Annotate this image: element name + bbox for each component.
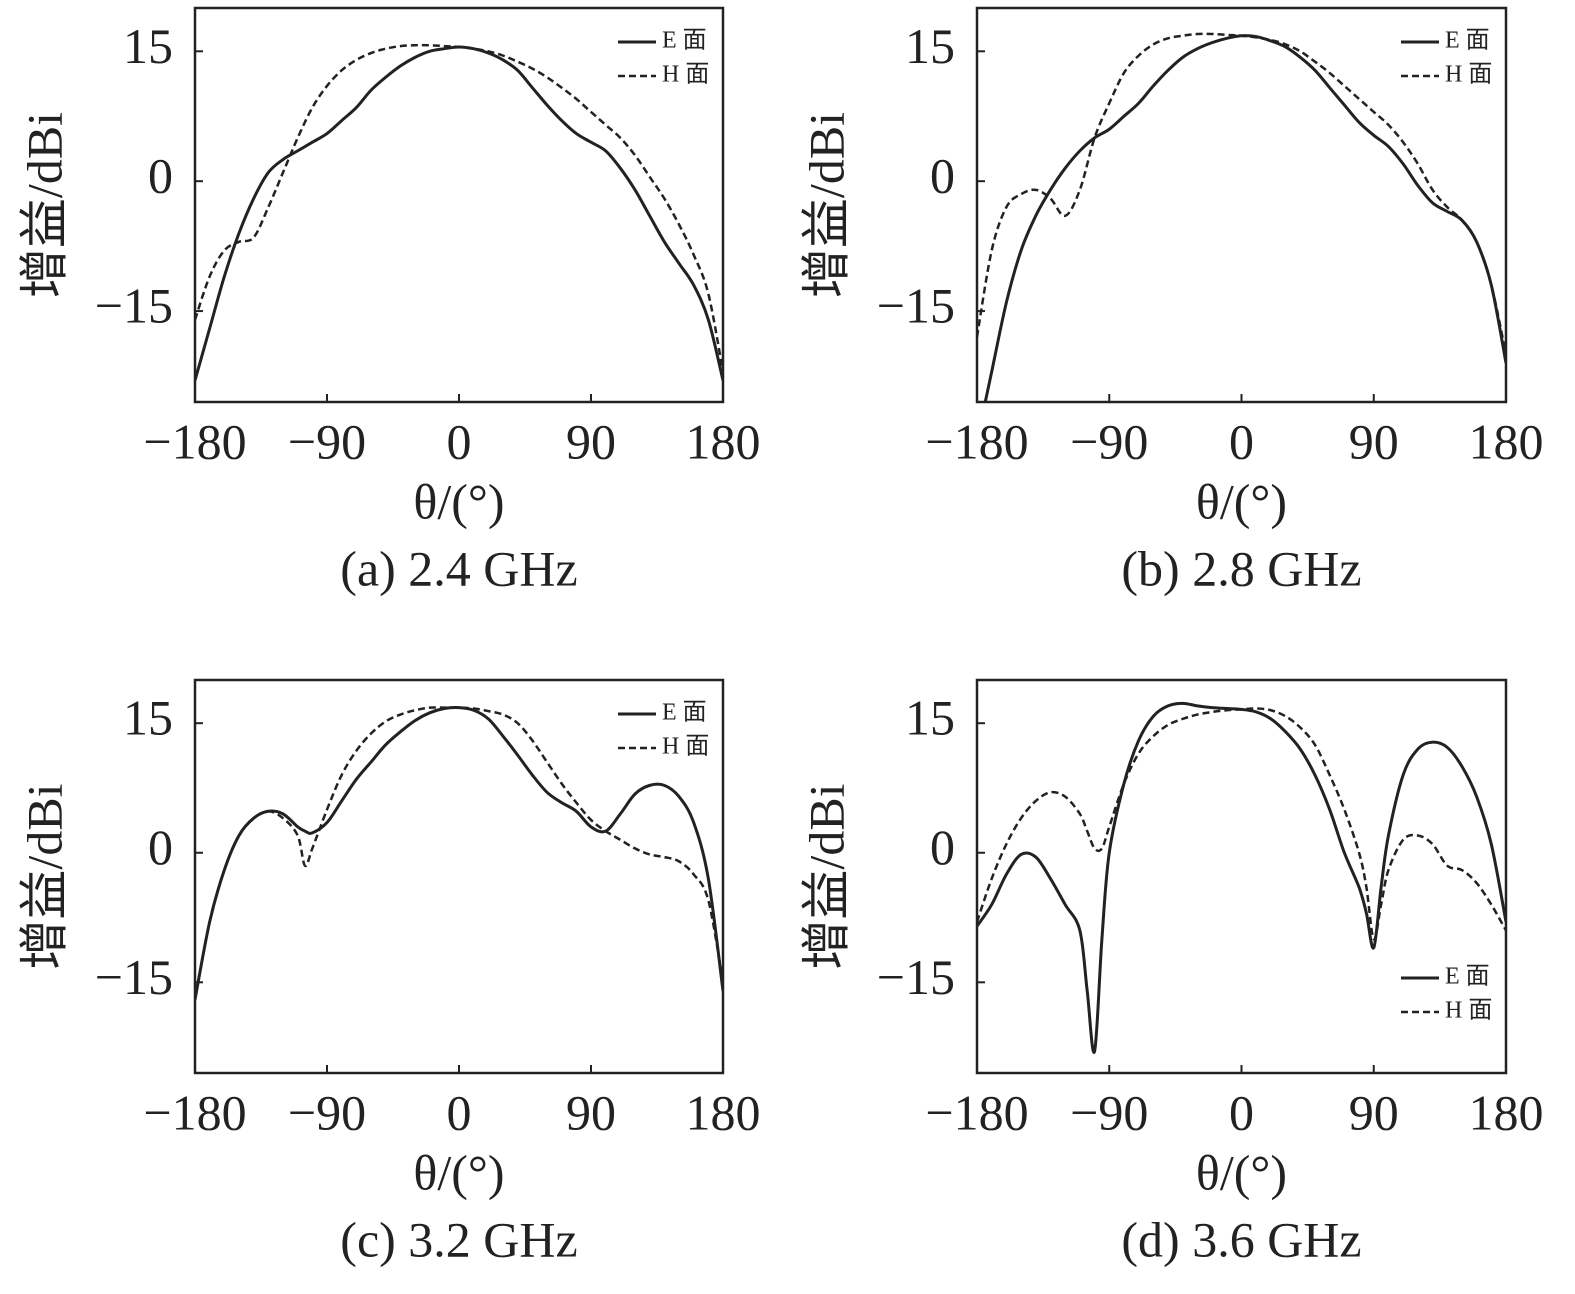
x-tick-label: −90 <box>1070 1084 1148 1140</box>
x-tick-label: 180 <box>1469 413 1544 469</box>
legend-label: H 面 <box>1445 62 1492 88</box>
x-tick-label: 180 <box>686 413 761 469</box>
series-line <box>195 43 723 372</box>
x-tick-label: 180 <box>1469 1084 1544 1140</box>
x-tick-label: 0 <box>447 1084 472 1140</box>
x-tick-label: 90 <box>1349 1084 1399 1140</box>
x-axis-label: θ/(°) <box>413 473 504 529</box>
x-tick-label: −180 <box>143 413 246 469</box>
legend-label: E 面 <box>662 28 707 54</box>
y-axis-label: 增益/dBi <box>16 783 72 969</box>
x-tick-label: −180 <box>143 1084 246 1140</box>
series-line <box>977 707 1506 941</box>
y-tick-label: 0 <box>930 148 955 204</box>
caption: (c) 3.2 GHz <box>340 1211 577 1267</box>
x-tick-label: −90 <box>288 413 366 469</box>
series-line <box>977 701 1506 1054</box>
y-axis-label: 增益/dBi <box>798 112 854 298</box>
y-tick-label: 15 <box>123 18 173 74</box>
y-tick-label: 15 <box>123 690 173 746</box>
series-line <box>977 32 1506 355</box>
series-line <box>195 706 723 1000</box>
y-tick-label: 0 <box>930 819 955 875</box>
x-tick-label: 0 <box>1229 1084 1254 1140</box>
plot-frame <box>193 6 725 404</box>
plot-frame <box>193 678 725 1075</box>
caption: (a) 2.4 GHz <box>340 540 577 596</box>
y-tick-label: 15 <box>905 690 955 746</box>
plot-frame <box>975 6 1508 404</box>
series-line <box>195 45 723 381</box>
y-axis-label: 增益/dBi <box>16 112 72 298</box>
x-tick-label: −90 <box>288 1084 366 1140</box>
y-tick-label: 0 <box>148 148 173 204</box>
x-tick-label: −90 <box>1070 413 1148 469</box>
y-tick-label: 15 <box>905 18 955 74</box>
y-axis-label: 增益/dBi <box>798 783 854 969</box>
y-tick-label: −15 <box>95 278 173 334</box>
plot-frame <box>975 678 1508 1075</box>
series-line <box>983 34 1506 402</box>
y-tick-label: −15 <box>877 949 955 1005</box>
x-tick-label: 90 <box>566 413 616 469</box>
legend-label: H 面 <box>662 62 709 88</box>
y-tick-label: 0 <box>148 819 173 875</box>
caption: (b) 2.8 GHz <box>1121 540 1361 596</box>
x-tick-label: −180 <box>925 1084 1028 1140</box>
x-axis-label: θ/(°) <box>1196 473 1287 529</box>
x-tick-label: 90 <box>1349 413 1399 469</box>
x-axis-label: θ/(°) <box>1196 1144 1287 1200</box>
x-tick-label: 0 <box>447 413 472 469</box>
legend-label: E 面 <box>1445 964 1490 990</box>
x-axis-label: θ/(°) <box>413 1144 504 1200</box>
y-tick-label: −15 <box>95 949 173 1005</box>
legend-label: E 面 <box>662 700 707 726</box>
x-tick-label: 180 <box>686 1084 761 1140</box>
legend-label: E 面 <box>1445 28 1490 54</box>
x-tick-label: 90 <box>566 1084 616 1140</box>
legend-label: H 面 <box>662 734 709 760</box>
x-tick-label: 0 <box>1229 413 1254 469</box>
y-tick-label: −15 <box>877 278 955 334</box>
x-tick-label: −180 <box>925 413 1028 469</box>
caption: (d) 3.6 GHz <box>1121 1211 1361 1267</box>
legend-label: H 面 <box>1445 998 1492 1024</box>
